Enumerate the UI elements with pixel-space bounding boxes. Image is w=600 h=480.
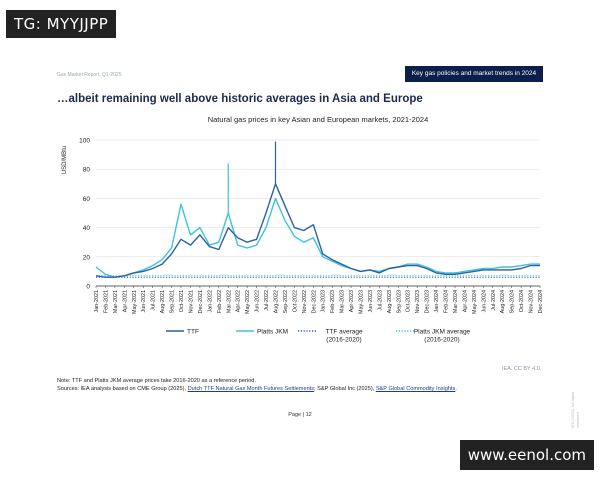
sources-end: . bbox=[455, 386, 457, 392]
x-tick-label: Nov-2022 bbox=[302, 290, 308, 313]
x-tick-label: Oct-2024 bbox=[519, 290, 525, 312]
series-line-0 bbox=[95, 183, 540, 278]
x-tick-label: Nov-2024 bbox=[529, 290, 535, 313]
legend-label: Platts JKM bbox=[257, 329, 288, 336]
credit-text: IEA. CC BY 4.0. bbox=[502, 366, 542, 372]
y-tick-label: 40 bbox=[83, 225, 91, 232]
x-tick-label: Jun-2023 bbox=[368, 290, 374, 312]
x-tick-label: Oct-2023 bbox=[406, 290, 412, 312]
x-tick-label: Apr-2023 bbox=[349, 290, 355, 312]
page-title: …albeit remaining well above historic av… bbox=[57, 93, 423, 105]
header-banner: Key gas policies and market trends in 20… bbox=[405, 66, 543, 82]
x-tick-label: Jan-2021 bbox=[94, 290, 100, 312]
x-tick-label: Dec-2022 bbox=[311, 290, 317, 313]
x-tick-label: Jan-2022 bbox=[207, 290, 213, 312]
x-tick-label: Feb-2022 bbox=[217, 290, 223, 313]
note-line: Note: TTF and Platts JKM average prices … bbox=[57, 378, 256, 384]
x-tick-label: Mar-2021 bbox=[113, 290, 119, 313]
sources-prefix: Sources: IEA analysis based on CME Group… bbox=[57, 386, 187, 392]
y-tick-label: 0 bbox=[86, 284, 90, 291]
x-tick-label: Dec-2023 bbox=[425, 290, 431, 313]
x-tick-label: Apr-2024 bbox=[462, 290, 468, 312]
x-tick-label: Dec-2021 bbox=[198, 290, 204, 313]
x-tick-label: Sep-2023 bbox=[396, 290, 402, 313]
x-tick-label: Nov-2021 bbox=[188, 290, 194, 313]
legend-label: (2016-2020) bbox=[326, 337, 361, 344]
source-link-spglobal[interactable]: S&P Global Commodity Insights bbox=[375, 386, 456, 392]
sources-line: Sources: IEA analysis based on CME Group… bbox=[57, 385, 457, 393]
x-tick-label: Nov-2023 bbox=[415, 290, 421, 313]
x-tick-label: Mar-2024 bbox=[453, 290, 459, 313]
watermark-top: TG: MYYJJPP bbox=[6, 10, 117, 38]
x-tick-label: Aug-2023 bbox=[387, 290, 393, 313]
chart-note: Note: TTF and Platts JKM average prices … bbox=[57, 377, 457, 393]
x-tick-label: Apr-2021 bbox=[122, 290, 128, 312]
x-tick-label: Mar-2022 bbox=[226, 290, 232, 313]
x-tick-label: Jun-2024 bbox=[481, 290, 487, 312]
x-tick-label: Jul-2023 bbox=[377, 290, 383, 311]
x-tick-label: Oct-2021 bbox=[179, 290, 185, 312]
x-tick-label: Jul-2021 bbox=[151, 290, 157, 311]
y-tick-label: 20 bbox=[83, 254, 91, 261]
x-tick-label: Oct-2022 bbox=[292, 290, 298, 312]
x-tick-label: Sep-2024 bbox=[510, 290, 516, 313]
x-tick-label: Feb-2024 bbox=[444, 290, 450, 313]
x-tick-label: Jan-2023 bbox=[321, 290, 327, 312]
x-tick-label: Sep-2021 bbox=[170, 290, 176, 313]
x-tick-label: Aug-2024 bbox=[500, 290, 506, 313]
x-tick-label: Jun-2021 bbox=[141, 290, 147, 312]
x-tick-label: Sep-2022 bbox=[283, 290, 289, 313]
x-tick-label: Dec-2024 bbox=[538, 290, 544, 313]
x-tick-label: Feb-2021 bbox=[103, 290, 109, 313]
y-axis-label: USD/MBtu bbox=[62, 146, 68, 174]
sources-mid: ; S&P Global Inc (2025), bbox=[314, 386, 375, 392]
x-tick-label: Aug-2021 bbox=[160, 290, 166, 313]
x-tick-label: May-2022 bbox=[245, 290, 251, 314]
x-tick-label: Feb-2023 bbox=[330, 290, 336, 313]
series-line-1 bbox=[95, 197, 540, 278]
x-tick-label: Jun-2022 bbox=[255, 290, 261, 312]
x-tick-label: May-2023 bbox=[359, 290, 365, 314]
legend-label: Platts JKM average bbox=[414, 329, 471, 336]
chart-title: Natural gas prices in key Asian and Euro… bbox=[208, 115, 429, 124]
watermark-bottom: www.eenol.com bbox=[459, 440, 594, 470]
x-tick-label: May-2024 bbox=[472, 290, 478, 314]
legend-label: TTF bbox=[187, 329, 199, 336]
y-tick-label: 80 bbox=[83, 167, 91, 174]
x-tick-label: Mar-2023 bbox=[340, 290, 346, 313]
y-tick-label: 100 bbox=[79, 138, 90, 145]
x-tick-label: Jan-2024 bbox=[434, 290, 440, 312]
x-tick-label: Apr-2022 bbox=[236, 290, 242, 312]
y-tick-label: 60 bbox=[83, 196, 91, 203]
x-tick-label: Jul-2024 bbox=[491, 290, 497, 311]
page-number: Page | 12 bbox=[288, 412, 312, 418]
legend-label: (2016-2020) bbox=[424, 337, 459, 344]
x-tick-label: May-2021 bbox=[132, 290, 138, 314]
side-code: IEA (2025). All rights reserved. bbox=[570, 391, 580, 428]
source-link-ttf[interactable]: Dutch TTF Natural Gas Month Futures Sett… bbox=[187, 386, 315, 392]
x-tick-label: Aug-2022 bbox=[273, 290, 279, 313]
report-title: Gas Market Report, Q1-2025 bbox=[57, 72, 122, 78]
legend-label: TTF average bbox=[325, 329, 363, 336]
x-tick-label: Jul-2022 bbox=[264, 290, 270, 311]
